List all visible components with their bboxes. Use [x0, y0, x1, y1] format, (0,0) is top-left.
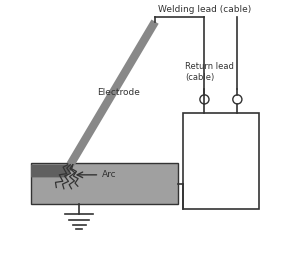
Text: Electrode: Electrode [97, 88, 140, 97]
Polygon shape [31, 165, 74, 177]
Text: Return lead
(cable): Return lead (cable) [185, 62, 234, 82]
Text: Welding lead (cable): Welding lead (cable) [158, 5, 251, 14]
Bar [183, 113, 259, 209]
Text: (AC or DC)
Power Supply: (AC or DC) Power Supply [190, 150, 251, 172]
Text: Arc: Arc [102, 170, 116, 179]
Bar [31, 163, 178, 204]
